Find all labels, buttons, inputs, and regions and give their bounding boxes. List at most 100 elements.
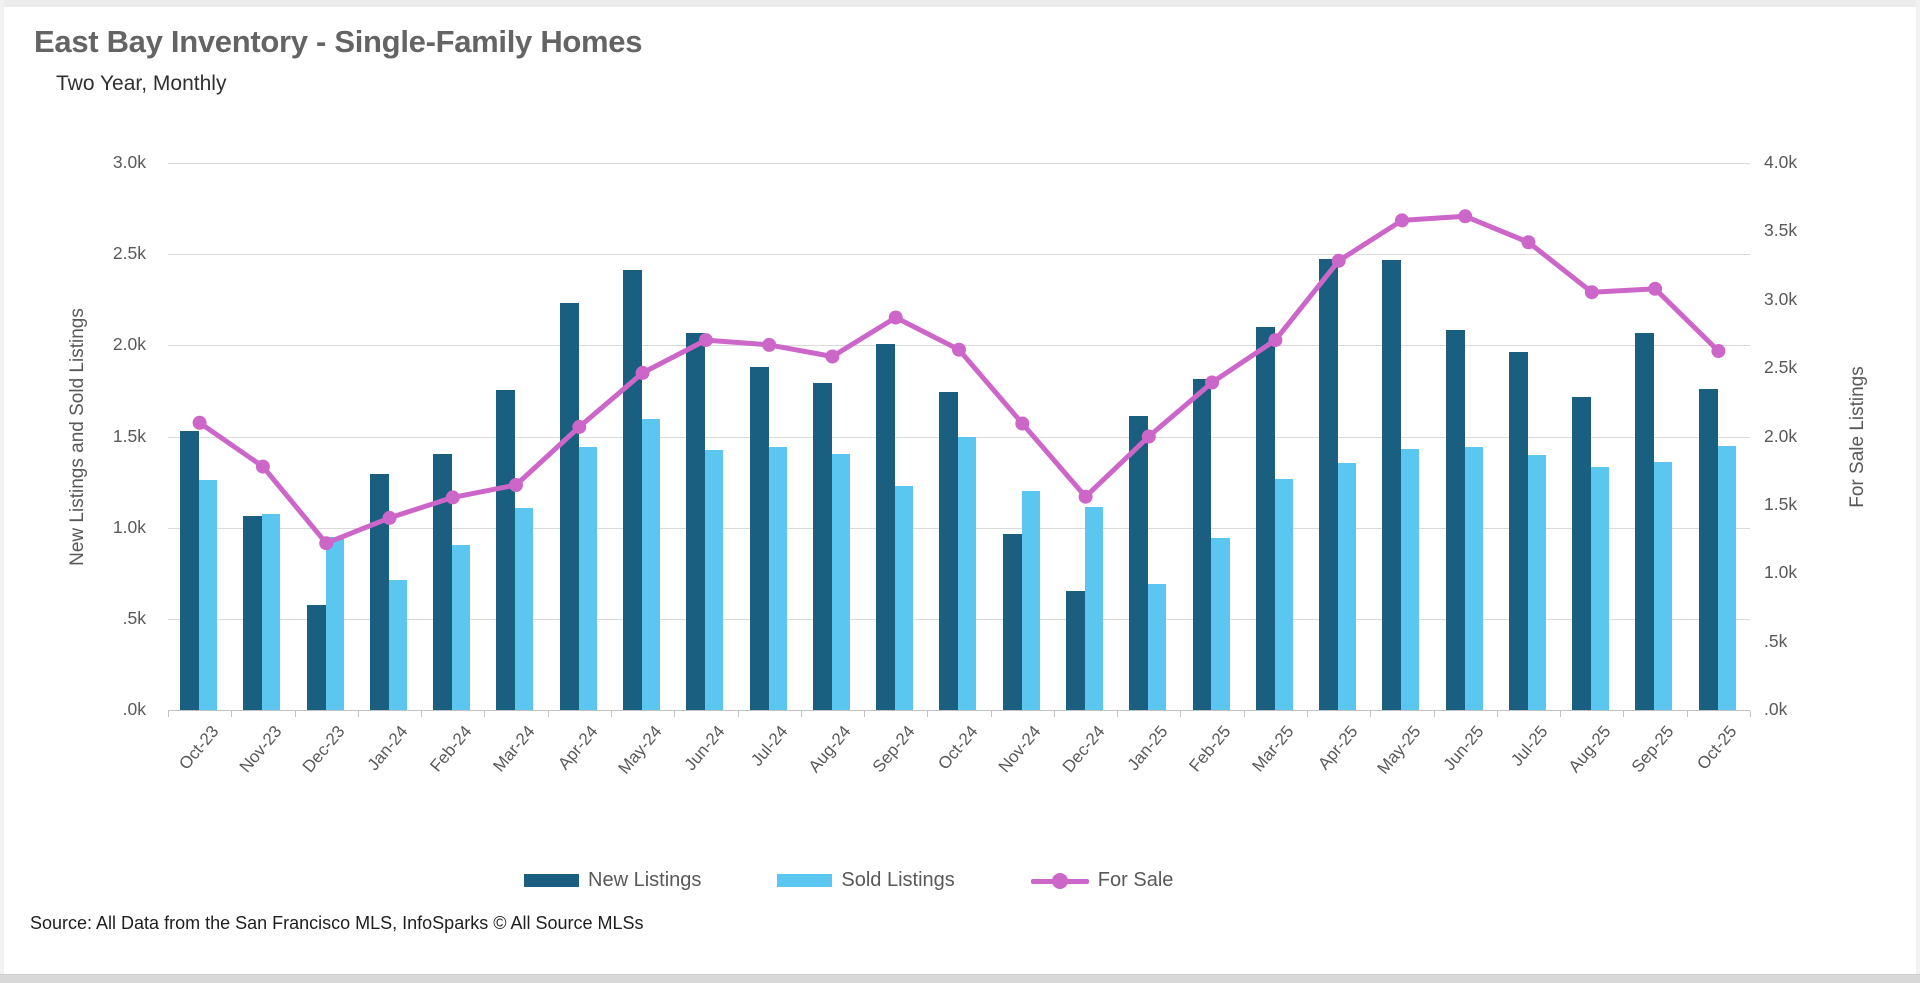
for-sale-point[interactable] [1078,489,1093,504]
bar-sold-listings[interactable] [578,447,597,710]
for-sale-point[interactable] [1395,213,1409,228]
bar-sold-listings[interactable] [1021,491,1040,710]
bar-sold-listings[interactable] [199,480,218,710]
x-tick [1686,711,1688,717]
bar-new-listings[interactable] [1572,397,1592,710]
bar-sold-listings[interactable] [515,507,534,710]
for-sale-point[interactable] [698,333,713,348]
bar-new-listings[interactable] [1129,415,1149,710]
x-tick [1053,711,1055,717]
for-sale-point[interactable] [255,459,270,474]
for-sale-point[interactable] [635,365,650,380]
bar-new-listings[interactable] [496,390,516,710]
for-sale-point[interactable] [1711,344,1726,358]
bar-sold-listings[interactable] [958,436,977,710]
bar-new-listings[interactable] [876,343,896,710]
bar-new-listings[interactable] [180,431,199,710]
bar-sold-listings[interactable] [1591,466,1610,710]
y-tick-label-left: 2.0k [112,334,146,355]
bar-sold-listings[interactable] [831,453,850,710]
bar-new-listings[interactable] [306,605,326,710]
bar-new-listings[interactable] [1192,379,1212,710]
for-sale-point[interactable] [1015,416,1030,431]
for-sale-point[interactable] [888,310,903,325]
bar-new-listings[interactable] [369,473,389,710]
bar-sold-listings[interactable] [1274,479,1293,710]
bar-new-listings[interactable] [1382,259,1402,710]
for-sale-point[interactable] [192,415,207,430]
bar-sold-listings[interactable] [325,536,344,710]
for-sale-point[interactable] [382,510,397,525]
bar-sold-listings[interactable] [1717,445,1736,710]
x-axis-line [168,710,1750,711]
bar-new-listings[interactable] [1445,329,1465,710]
bar-new-listings[interactable] [939,391,959,710]
bar-new-listings[interactable] [812,382,832,710]
bar-new-listings[interactable] [559,302,579,710]
legend: New Listings Sold Listings For Sale [524,869,1173,892]
bar-new-listings[interactable] [1002,534,1022,710]
for-sale-point[interactable] [1205,375,1220,390]
bar-new-listings[interactable] [1255,327,1275,710]
x-tick-label: Sep-25 [1627,722,1678,777]
x-tick [357,711,359,717]
for-sale-point[interactable] [1648,281,1663,296]
bar-new-listings[interactable] [1319,258,1339,710]
for-sale-point[interactable] [1331,253,1346,268]
y-tick-label-right: 2.0k [1764,425,1798,446]
y-tick-label-left: 1.0k [112,516,146,537]
for-sale-point[interactable] [1521,235,1536,250]
x-tick [1307,711,1309,717]
for-sale-point[interactable] [1141,429,1156,444]
bar-new-listings[interactable] [749,367,769,710]
y-tick-label-right: 4.0k [1764,152,1798,172]
for-sale-point[interactable] [825,349,840,364]
for-sale-point[interactable] [509,478,523,492]
bar-sold-listings[interactable] [641,419,660,710]
bar-sold-listings[interactable] [1338,462,1357,710]
x-tick-label: Sep-24 [868,722,919,777]
bar-sold-listings[interactable] [1654,462,1673,710]
bar-sold-listings[interactable] [452,545,471,710]
legend-line-dot [1051,872,1068,889]
x-tick-label: Jan-24 [364,722,413,775]
legend-item-new-listings[interactable]: New Listings [524,869,701,892]
bar-sold-listings[interactable] [1464,446,1483,710]
bar-sold-listings[interactable] [1084,506,1103,710]
bar-new-listings[interactable] [1065,591,1085,710]
for-sale-point[interactable] [1458,209,1473,224]
for-sale-point[interactable] [762,337,777,352]
bar-sold-listings[interactable] [262,514,281,710]
for-sale-point[interactable] [1584,285,1599,300]
y-tick-label-left: .0k [122,699,146,719]
bar-new-listings[interactable] [686,332,706,710]
bar-new-listings[interactable] [433,453,453,710]
bar-sold-listings[interactable] [768,446,787,710]
x-tick-label: Apr-25 [1313,722,1362,774]
for-sale-point[interactable] [445,490,460,505]
bar-new-listings[interactable] [1635,332,1655,710]
x-tick-label: Mar-25 [1248,722,1298,776]
for-sale-point[interactable] [319,536,334,551]
x-tick [1560,711,1562,717]
for-sale-point[interactable] [1268,333,1283,348]
bar-sold-listings[interactable] [895,485,914,710]
y-tick-label-right: 2.5k [1764,357,1798,378]
bar-new-listings[interactable] [243,515,263,710]
bar-sold-listings[interactable] [388,579,407,710]
legend-item-sold-listings[interactable]: Sold Listings [777,869,955,892]
bar-sold-listings[interactable] [705,450,724,710]
y-tick-label-right: .0k [1764,699,1788,719]
for-sale-point[interactable] [952,342,966,357]
bar-sold-listings[interactable] [1148,584,1167,710]
y-tick-label-left: 3.0k [112,152,146,172]
bar-new-listings[interactable] [1508,351,1528,710]
bar-sold-listings[interactable] [1211,537,1230,710]
x-tick-label: Jun-25 [1439,722,1488,775]
x-tick [1370,711,1372,717]
bar-new-listings[interactable] [1698,389,1718,710]
bar-sold-listings[interactable] [1527,454,1546,710]
legend-item-for-sale[interactable]: For Sale [1030,869,1173,892]
for-sale-point[interactable] [572,419,587,434]
bar-sold-listings[interactable] [1401,449,1420,710]
